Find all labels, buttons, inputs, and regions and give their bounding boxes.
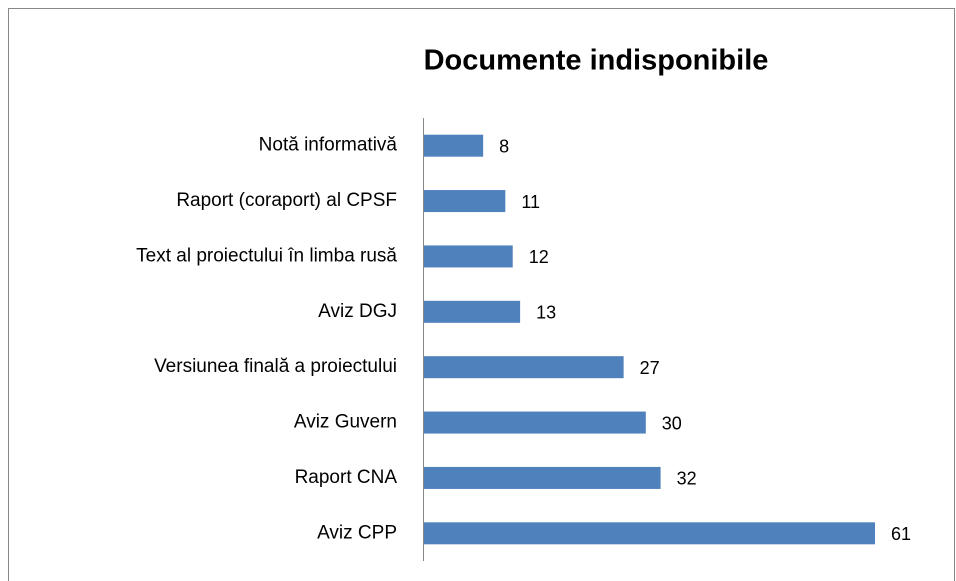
category-label: Text al proiectului în limba rusă xyxy=(136,245,397,266)
data-label: 8 xyxy=(499,136,509,156)
bar xyxy=(424,300,521,323)
bar xyxy=(424,356,624,379)
category-label: Notă informativă xyxy=(259,135,398,156)
data-label: 27 xyxy=(640,358,660,378)
data-label: 13 xyxy=(536,303,556,323)
chart-frame xyxy=(8,8,955,581)
category-label: Raport (coraport) al CPSF xyxy=(176,190,397,211)
data-label: 32 xyxy=(677,469,697,489)
data-label: 61 xyxy=(891,524,911,544)
category-label: Raport CNA xyxy=(295,467,398,488)
category-label: Aviz CPP xyxy=(317,522,397,543)
data-label: 30 xyxy=(662,413,682,433)
chart-title: Documente indisponibile xyxy=(424,45,769,77)
data-label: 12 xyxy=(529,247,549,267)
bar xyxy=(424,466,661,489)
bar xyxy=(424,190,506,213)
data-label: 11 xyxy=(521,192,540,212)
bar xyxy=(424,522,875,545)
category-label: Aviz Guvern xyxy=(294,412,397,433)
bar xyxy=(424,245,513,268)
category-label: Versiunea finală a proiectului xyxy=(154,356,397,377)
bar xyxy=(424,134,484,157)
bar xyxy=(424,411,646,434)
category-label: Aviz DGJ xyxy=(318,301,397,322)
